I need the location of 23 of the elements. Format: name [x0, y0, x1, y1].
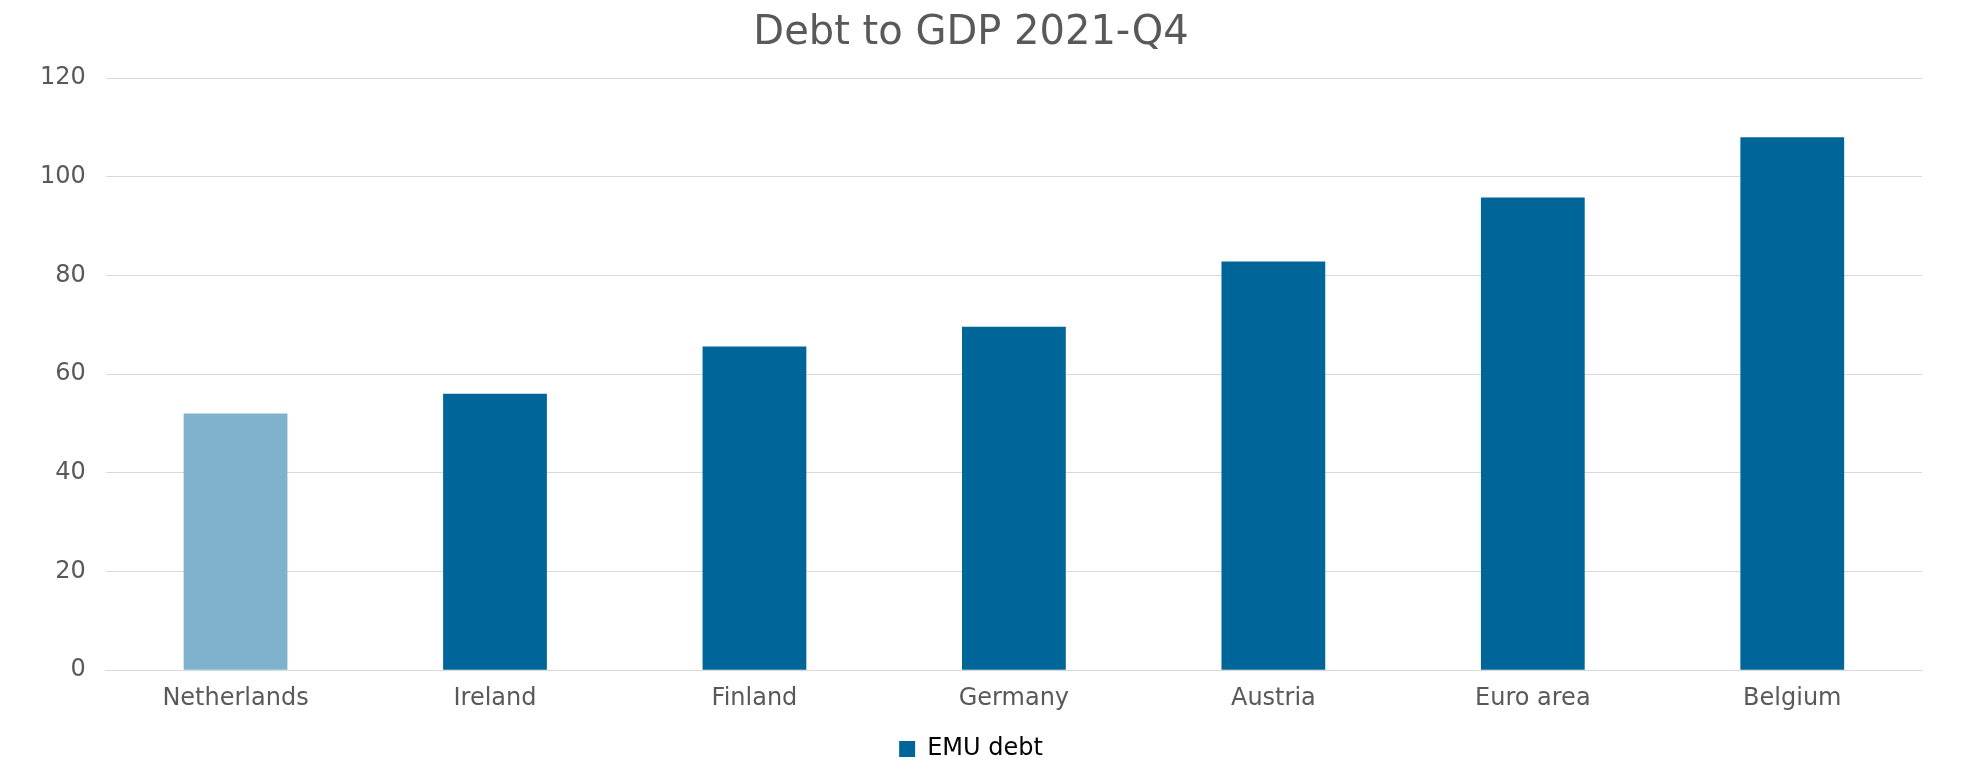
x-tick-label: Belgium [1743, 682, 1842, 711]
y-tick-label: 40 [55, 457, 86, 486]
bar [443, 393, 547, 670]
bar [1740, 137, 1845, 670]
bar [1480, 197, 1585, 670]
bar [702, 346, 807, 670]
x-tick-label: Netherlands [162, 682, 309, 711]
y-tick-label: 0 [70, 654, 86, 683]
bar [1221, 261, 1326, 670]
y-tick-label: 120 [40, 62, 86, 91]
x-tick-label: Austria [1230, 682, 1316, 711]
bar [962, 326, 1066, 670]
y-tick-label: 100 [40, 160, 86, 189]
x-tick-label: Ireland [453, 682, 537, 711]
y-tick-label: 80 [55, 259, 86, 288]
x-tick-label: Finland [711, 682, 798, 711]
legend-label: EMU debt [927, 733, 1043, 762]
y-tick-label: 60 [55, 358, 86, 387]
x-tick-label: Germany [958, 682, 1070, 711]
y-tick-label: 20 [55, 555, 86, 584]
x-tick-label: Euro area [1475, 682, 1591, 711]
bar [183, 413, 288, 670]
chart-title: Debt to GDP 2021-Q4 [753, 7, 1189, 54]
